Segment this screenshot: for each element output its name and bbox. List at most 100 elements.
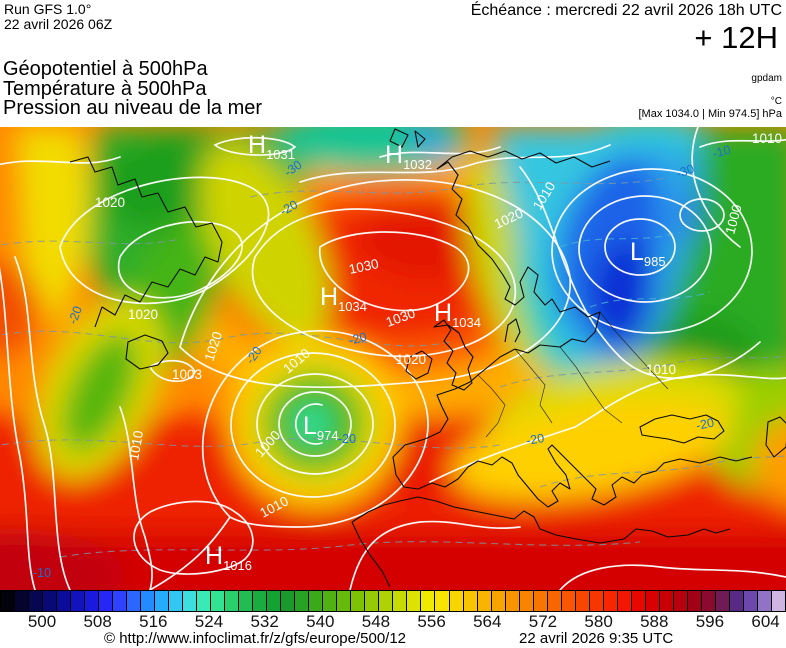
- color-scale-tick: 524: [194, 612, 224, 631]
- color-scale-cell: [659, 591, 673, 611]
- map-titles: Géopotentiel à 500hPa Température à 500h…: [3, 58, 262, 119]
- color-scale-cell: [99, 591, 113, 611]
- color-scale-tick: 564: [473, 612, 502, 631]
- color-scale-cell: [127, 591, 141, 611]
- color-scale-cell: [239, 591, 253, 611]
- color-scale-tick: 548: [361, 612, 391, 631]
- temperature-label: -20: [66, 304, 85, 326]
- color-scale-cell: [757, 591, 771, 611]
- pressure-center-h1016: H1016: [205, 542, 252, 573]
- color-scale-cell: [505, 591, 519, 611]
- isobar-label: 1010: [752, 131, 782, 146]
- color-scale-cell: [323, 591, 337, 611]
- color-scale-cell: [561, 591, 575, 611]
- color-scale-cell: [29, 591, 43, 611]
- color-scale-cell: [771, 591, 785, 611]
- color-scale-cell: [225, 591, 239, 611]
- color-scale-tick: 596: [695, 612, 725, 631]
- color-scale-cell: [351, 591, 365, 611]
- pressure-center-h1034: H1034: [320, 283, 367, 314]
- pressure-minmax: [Max 1034.0 | Min 974.5] hPa: [638, 108, 783, 120]
- color-scale-cell: [85, 591, 99, 611]
- color-scale-cell: [57, 591, 71, 611]
- color-scale-cell: [155, 591, 169, 611]
- color-scale-cell: [113, 591, 127, 611]
- color-scale-cell: [435, 591, 449, 611]
- thermal-contours: [0, 176, 786, 558]
- color-scale-tick: 508: [83, 612, 112, 631]
- color-scale-cell: [141, 591, 155, 611]
- isobar-label: 1020: [396, 352, 426, 367]
- temperature-label: -10: [711, 143, 732, 161]
- color-scale-cell: [407, 591, 421, 611]
- color-scale-cell: [729, 591, 743, 611]
- color-scale-cell: [645, 591, 659, 611]
- temperature-label: -20: [347, 330, 368, 348]
- color-scale-cell: [533, 591, 547, 611]
- isobar-label: 1010: [646, 362, 676, 377]
- color-scale-cell: [267, 591, 281, 611]
- pressure-center-h1032: H1032: [385, 141, 432, 172]
- color-scale-cell: [337, 591, 351, 611]
- weather-map: H1031 H1032 H1034 H1034 L985 L974 H1016 1020 10…: [0, 127, 786, 590]
- color-scale-cell: [603, 591, 617, 611]
- isobar-label: 1010: [126, 429, 146, 461]
- color-scale-tick-labels: 500 508 516 524 532 540 548 556 564 572 580 588 596 6…: [0, 612, 786, 632]
- title-geopotential: Géopotentiel à 500hPa: [3, 58, 208, 80]
- color-scale-tick: 604: [751, 612, 780, 631]
- color-scale-cell: [393, 591, 407, 611]
- temperature-label: -30: [674, 161, 696, 180]
- run-date: 22 avril 2026 06Z: [4, 16, 113, 32]
- run-model: Run GFS 1.0°: [4, 1, 92, 17]
- color-scale-cell: [673, 591, 687, 611]
- color-scale-cell: [715, 591, 729, 611]
- color-scale-cell: [463, 591, 477, 611]
- temperature-label: -20: [525, 431, 545, 448]
- color-scale-cell: [71, 591, 85, 611]
- color-scale-cell: [183, 591, 197, 611]
- isobar-label: 1020: [95, 195, 125, 210]
- generation-time: 22 avril 2026 9:35 UTC: [519, 630, 674, 647]
- color-scale-cell: [281, 591, 295, 611]
- unit-geopotential: gpdam: [751, 73, 782, 84]
- color-scale-cell: [575, 591, 589, 611]
- color-scale-cell: [491, 591, 505, 611]
- color-scale-cell: [253, 591, 267, 611]
- color-scale-cell: [43, 591, 57, 611]
- temperature-field: [0, 127, 786, 590]
- pressure-center-h1031: H1031: [248, 131, 295, 162]
- pressure-center-l985: L985: [630, 238, 666, 269]
- color-scale-tick: 540: [306, 612, 335, 631]
- color-scale-tick: 580: [584, 612, 613, 631]
- geopotential-color-scale: [0, 590, 786, 612]
- temperature-label: -10: [33, 566, 51, 580]
- color-scale-cell: [701, 591, 715, 611]
- color-scale-cell: [169, 591, 183, 611]
- source-url: © http://www.infoclimat.fr/z/gfs/europe/…: [104, 630, 407, 647]
- color-scale-tick: 516: [139, 612, 168, 631]
- color-scale-tick: 532: [250, 612, 279, 631]
- color-scale-tick: 500: [27, 612, 57, 631]
- color-scale-cell: [589, 591, 603, 611]
- color-scale-cell: [365, 591, 379, 611]
- color-scale-cell: [547, 591, 561, 611]
- color-scale-cell: [519, 591, 533, 611]
- color-scale-cell: [1, 591, 15, 611]
- coastlines: [69, 128, 786, 588]
- color-scale-cell: [687, 591, 701, 611]
- color-scale-cell: [449, 591, 463, 611]
- color-scale-tick: 556: [417, 612, 446, 631]
- pressure-center-h1034: H1034: [434, 299, 481, 330]
- isobar-label: 1020: [128, 307, 158, 322]
- color-scale-cell: [743, 591, 757, 611]
- color-scale-cell: [477, 591, 491, 611]
- pressure-center-l974: L974: [303, 412, 339, 443]
- color-scale-tick: 588: [640, 612, 669, 631]
- color-scale-tick: 572: [528, 612, 558, 631]
- valid-time: Échéance : mercredi 22 avril 2026 18h UT…: [470, 2, 782, 19]
- color-scale-cell: [309, 591, 323, 611]
- color-scale-cell: [211, 591, 225, 611]
- isobar-label: 1003: [172, 367, 202, 382]
- color-scale-cell: [631, 591, 645, 611]
